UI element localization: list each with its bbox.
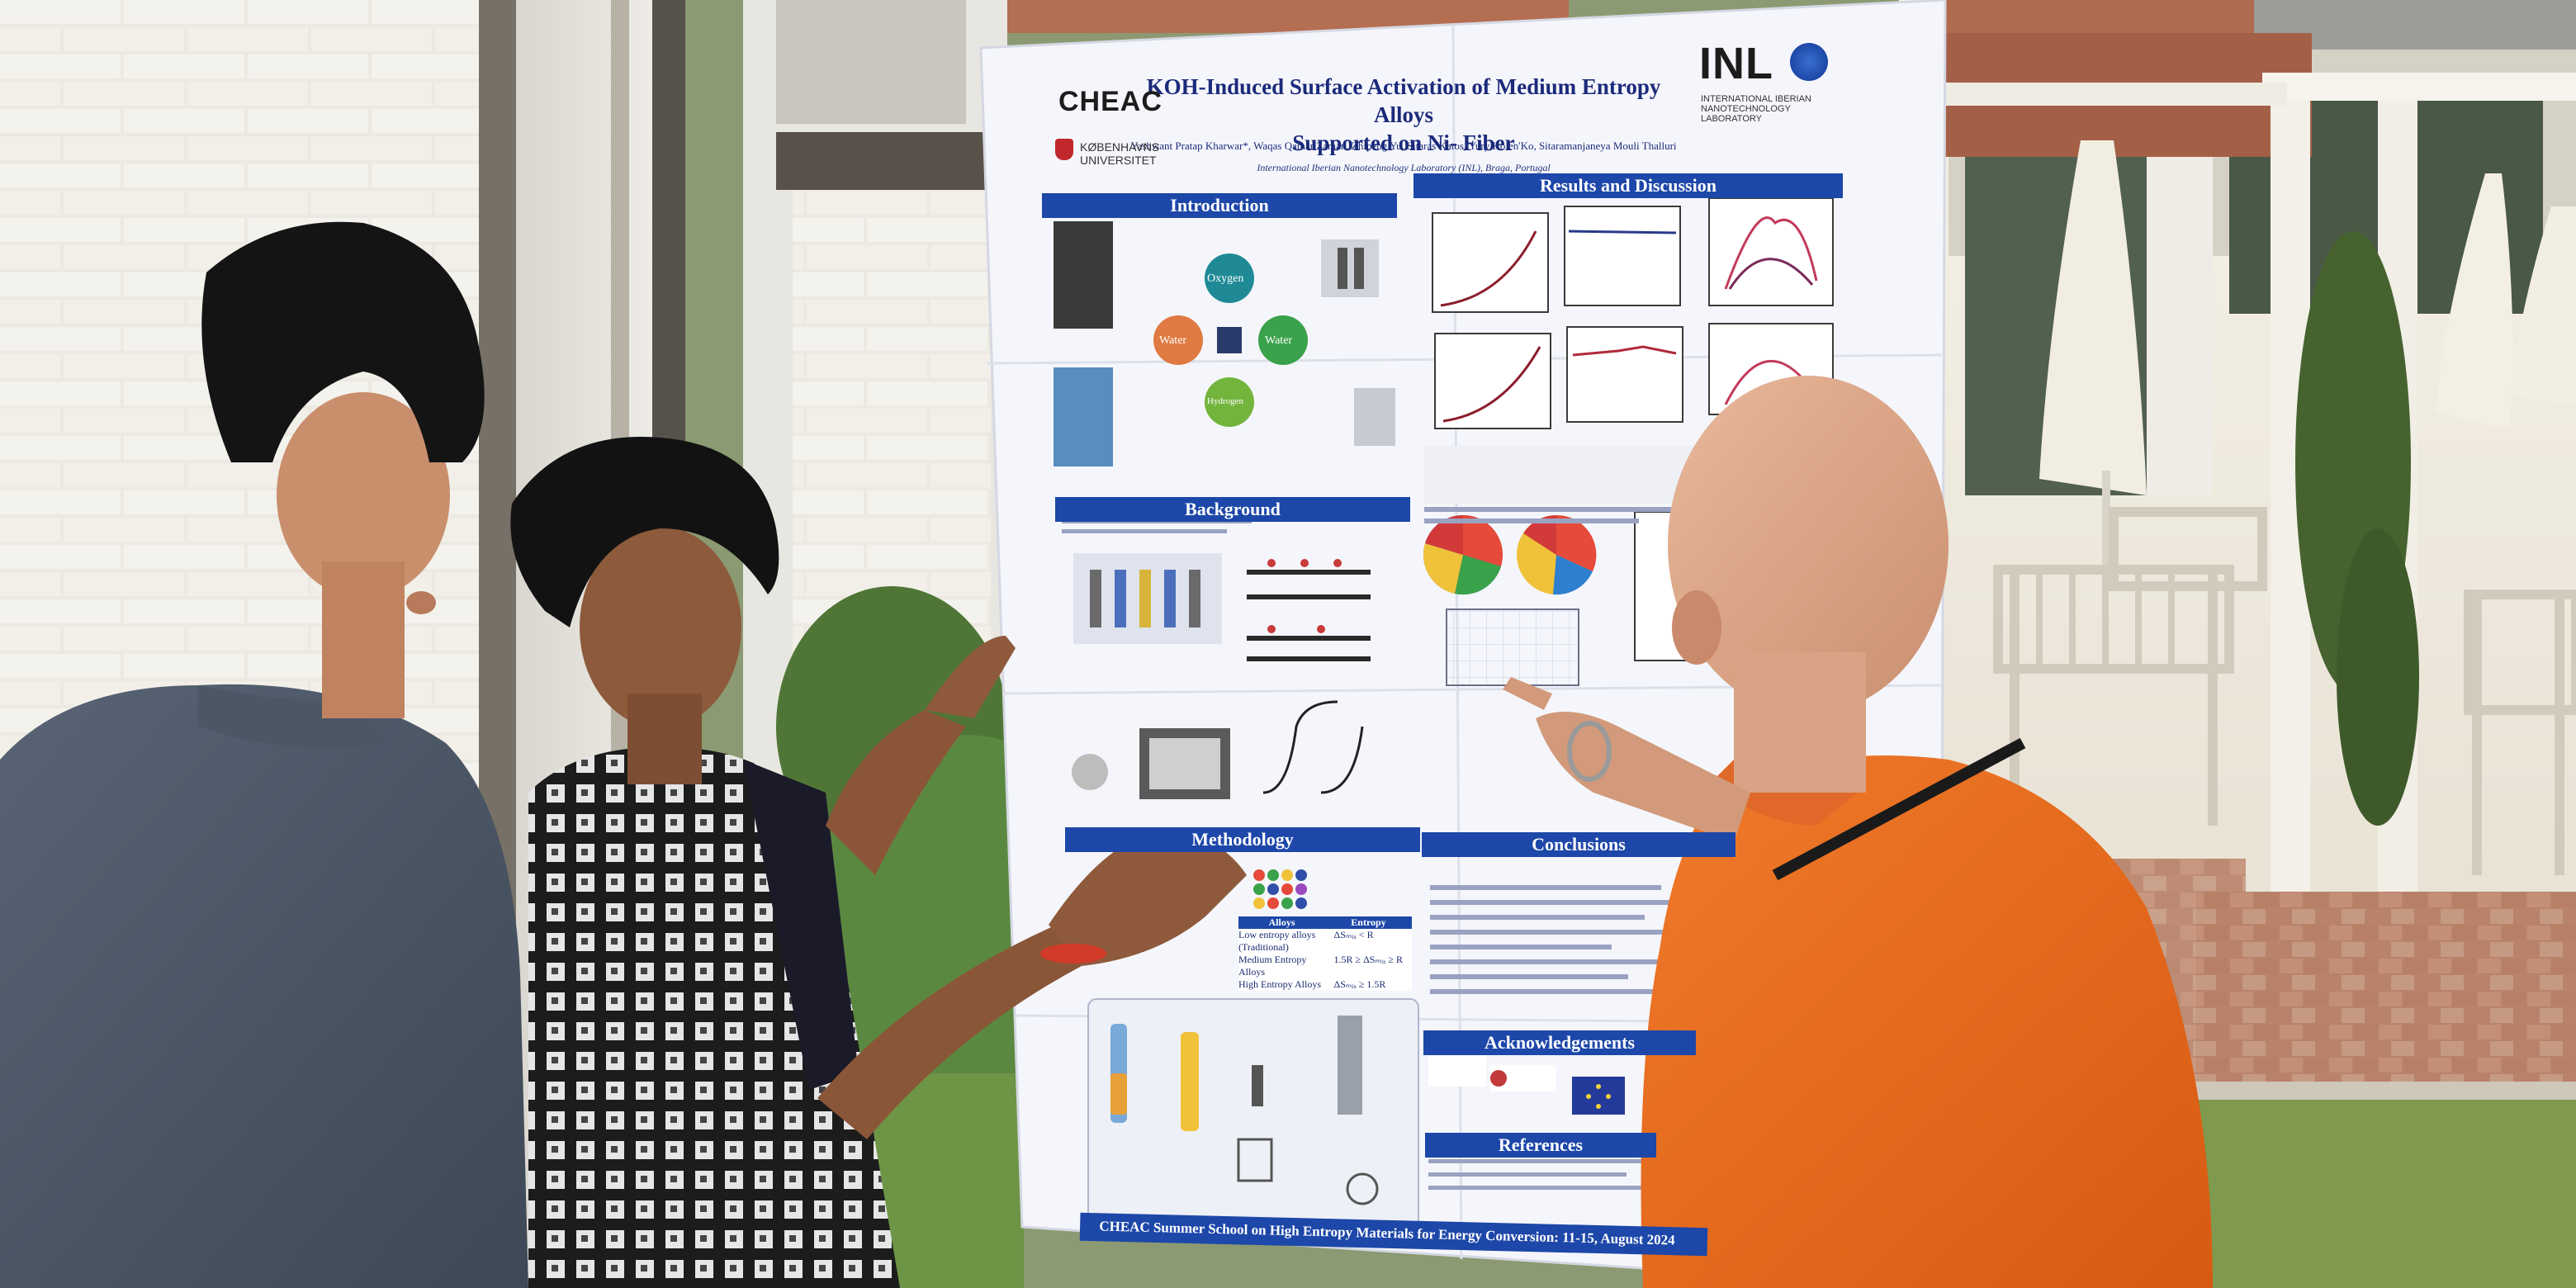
poster-affiliation: International Iberian Nanotechnology Lab… xyxy=(1257,162,1551,173)
alloys-table-header: Alloys Entropy xyxy=(1238,916,1412,929)
poster-authors: Yashwant Pratap Kharwar*, Waqas Qamar Za… xyxy=(1130,140,1677,152)
ku-logo-text: KØBENHAVNS UNIVERSITET xyxy=(1080,140,1159,167)
poster-title-line1: KOH-Induced Surface Activation of Medium… xyxy=(1146,74,1661,127)
inl-logo-subtitle: INTERNATIONAL IBERIAN NANOTECHNOLOGY LAB… xyxy=(1701,94,1811,124)
section-introduction: Introduction xyxy=(1042,193,1397,218)
section-methodology: Methodology xyxy=(1065,827,1420,852)
section-acknowledgements: Acknowledgements xyxy=(1423,1030,1696,1055)
ku-line1: KØBENHAVNS xyxy=(1080,140,1160,154)
table-row: Medium Entropy Alloys 1.5R ≥ ΔSₘᵢₓ ≥ R xyxy=(1238,954,1412,978)
alloy-cell: High Entropy Alloys xyxy=(1238,978,1322,990)
circle-water-left: Water xyxy=(1159,334,1187,347)
inl-globe-icon xyxy=(1790,43,1828,81)
inl-sub3: LABORATORY xyxy=(1701,114,1762,124)
entropy-cell: ΔSₘᵢₓ < R xyxy=(1333,929,1374,940)
entropy-cell: ΔSₘᵢₓ ≥ 1.5R xyxy=(1333,978,1386,990)
ku-line2: UNIVERSITET xyxy=(1080,154,1157,167)
poster-title-line2: Supported on Ni- Fiber xyxy=(1292,130,1515,155)
cheac-logo: CHEAC xyxy=(1058,86,1163,117)
alloys-table: Alloys Entropy Low entropy alloys (Tradi… xyxy=(1238,916,1412,991)
table-row: High Entropy Alloys ΔSₘᵢₓ ≥ 1.5R xyxy=(1238,978,1412,991)
alloys-col-header: Alloys xyxy=(1268,916,1295,928)
alloy-cell: Medium Entropy Alloys xyxy=(1238,954,1307,978)
entropy-cell: 1.5R ≥ ΔSₘᵢₓ ≥ R xyxy=(1333,954,1404,965)
inl-sub2: NANOTECHNOLOGY xyxy=(1701,104,1791,114)
inl-logo: INL xyxy=(1699,39,1773,88)
circle-water-right: Water xyxy=(1265,334,1293,347)
table-row: Low entropy alloys (Traditional) ΔSₘᵢₓ <… xyxy=(1238,929,1412,954)
section-results: Results and Discussion xyxy=(1413,173,1843,198)
poster-title: KOH-Induced Surface Activation of Medium… xyxy=(1139,73,1668,157)
section-references: References xyxy=(1425,1133,1656,1158)
alloy-cell: Low entropy alloys (Traditional) xyxy=(1238,929,1316,953)
circle-hydrogen: Hydrogen xyxy=(1207,396,1243,406)
entropy-col-header: Entropy xyxy=(1351,916,1386,928)
circle-oxygen: Oxygen xyxy=(1207,272,1244,285)
section-background: Background xyxy=(1055,497,1410,522)
section-conclusions: Conclusions xyxy=(1422,832,1735,857)
inl-sub1: INTERNATIONAL IBERIAN xyxy=(1701,94,1811,104)
ku-seal-icon xyxy=(1055,139,1073,160)
